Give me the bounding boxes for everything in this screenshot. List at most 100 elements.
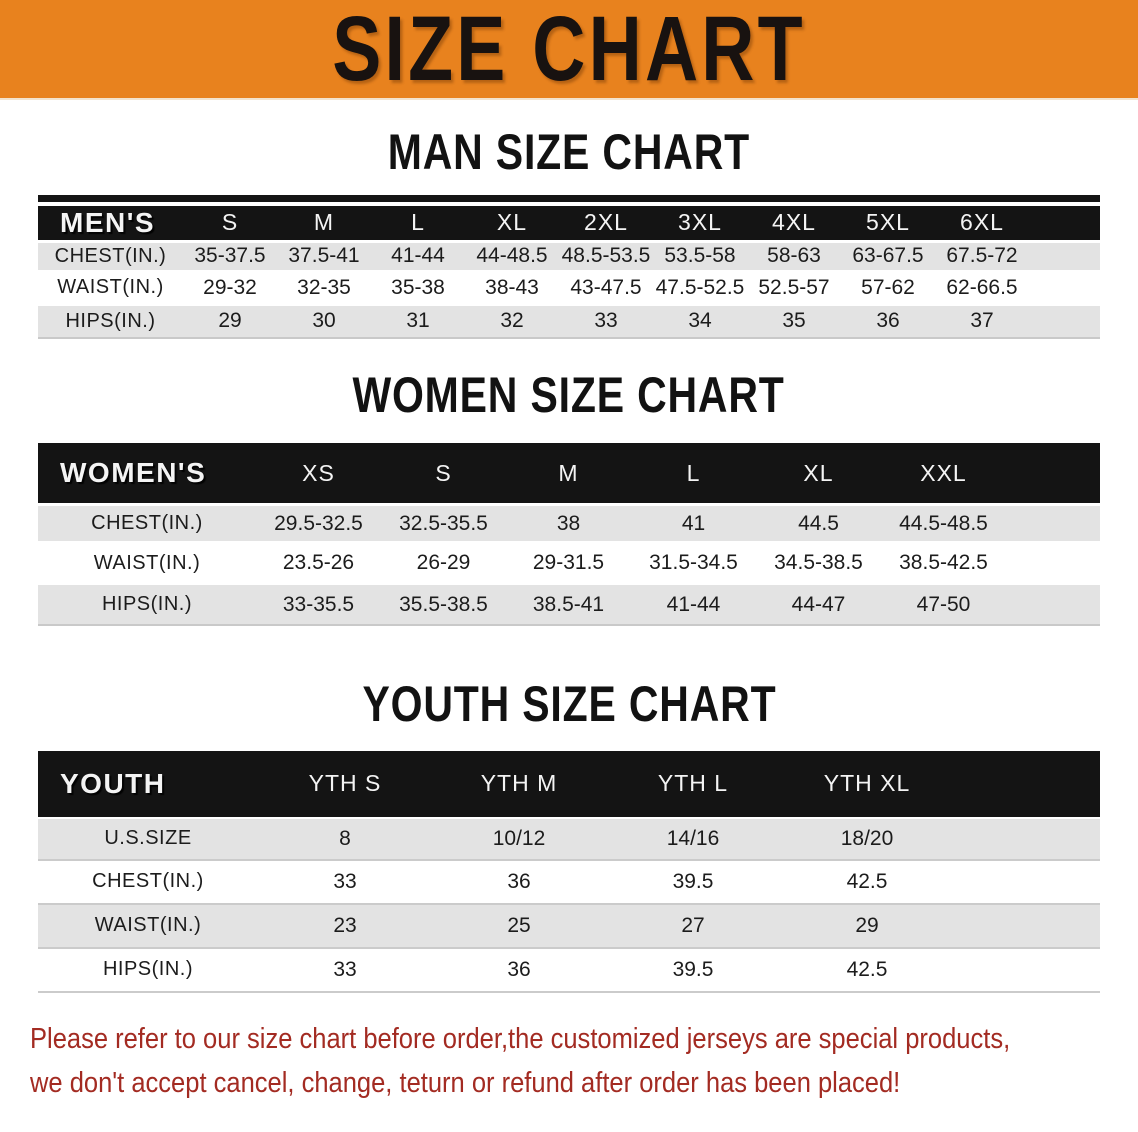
size-value: 18/20 <box>780 816 954 861</box>
size-column-header: XL <box>756 443 881 503</box>
size-value: 23.5-26 <box>256 544 381 585</box>
youth-size-table-wrap: YOUTH YTH S YTH M YTH L YTH XL U.S.SIZE 8 10/12… <box>38 750 1100 993</box>
size-value: 33 <box>258 860 432 905</box>
size-value: 35-38 <box>371 272 465 306</box>
size-value: 63-67.5 <box>841 239 935 273</box>
size-value: 44.5-48.5 <box>881 503 1006 544</box>
row-filler <box>954 816 1100 861</box>
row-filler <box>1029 272 1100 306</box>
size-column-header: 4XL <box>747 205 841 240</box>
women-size-chart-section: WOMEN SIZE CHART WOMEN'S XS S M L XL XXL CHEST(… <box>0 366 1138 626</box>
table-row: HIPS(IN.) 33 36 39.5 42.5 <box>38 948 1100 993</box>
size-column-header: S <box>183 205 277 240</box>
size-value: 67.5-72 <box>935 239 1029 273</box>
row-filler <box>1029 305 1100 339</box>
size-value: 29 <box>780 904 954 949</box>
men-size-chart-section: MAN SIZE CHART MEN'S S M L XL 2XL 3XL 4XL 5XL 6XL… <box>0 126 1138 339</box>
size-value: 31 <box>371 305 465 339</box>
size-value: 38-43 <box>465 272 559 306</box>
banner-title: SIZE CHART <box>332 0 806 100</box>
size-column-header: M <box>506 443 631 503</box>
row-filler <box>1006 503 1100 544</box>
row-filler <box>954 948 1100 993</box>
size-column-header: L <box>631 443 756 503</box>
size-value: 47.5-52.5 <box>653 272 747 306</box>
notice-line-2: we don't accept cancel, change, teturn o… <box>30 1066 901 1099</box>
row-label: WAIST(IN.) <box>38 272 183 306</box>
table-row: HIPS(IN.) 29 30 31 32 33 34 35 36 37 <box>38 305 1100 339</box>
size-value: 34.5-38.5 <box>756 544 881 585</box>
size-value: 42.5 <box>780 948 954 993</box>
size-value: 35.5-38.5 <box>381 585 506 626</box>
size-value: 52.5-57 <box>747 272 841 306</box>
size-value: 32.5-35.5 <box>381 503 506 544</box>
size-value: 33 <box>559 305 653 339</box>
size-value: 41 <box>631 503 756 544</box>
size-value: 62-66.5 <box>935 272 1029 306</box>
youth-size-table: YOUTH YTH S YTH M YTH L YTH XL U.S.SIZE 8 10/12… <box>38 750 1100 993</box>
size-chart-banner: SIZE CHART <box>0 0 1138 100</box>
size-value: 29.5-32.5 <box>256 503 381 544</box>
size-value: 8 <box>258 816 432 861</box>
size-value: 29 <box>183 305 277 339</box>
size-value: 14/16 <box>606 816 780 861</box>
size-column-header: XXL <box>881 443 1006 503</box>
size-value: 23 <box>258 904 432 949</box>
row-label: HIPS(IN.) <box>38 305 183 339</box>
size-value: 36 <box>432 948 606 993</box>
size-column-header: YTH M <box>432 750 606 817</box>
row-label: CHEST(IN.) <box>38 503 256 544</box>
size-column-header: YTH S <box>258 750 432 817</box>
table-top-strip <box>38 194 1100 202</box>
size-value: 57-62 <box>841 272 935 306</box>
size-column-header: S <box>381 443 506 503</box>
row-filler <box>1006 585 1100 626</box>
youth-section-title: YOUTH SIZE CHART <box>361 676 777 732</box>
table-row: WAIST(IN.) 23.5-26 26-29 29-31.5 31.5-34.5 34… <box>38 544 1100 585</box>
row-label: WAIST(IN.) <box>38 544 256 585</box>
table-row: CHEST(IN.) 35-37.5 37.5-41 41-44 44-48.5 48.5… <box>38 239 1100 273</box>
table-row: HIPS(IN.) 33-35.5 35.5-38.5 38.5-41 41-44 44-… <box>38 585 1100 626</box>
size-value: 29-31.5 <box>506 544 631 585</box>
men-section-title: MAN SIZE CHART <box>387 124 751 180</box>
size-value: 43-47.5 <box>559 272 653 306</box>
size-column-header: L <box>371 205 465 240</box>
size-value: 48.5-53.5 <box>559 239 653 273</box>
women-size-table-wrap: WOMEN'S XS S M L XL XXL CHEST(IN.) 29.5-32.5 32.5… <box>38 443 1100 626</box>
table-row: WAIST(IN.) 29-32 32-35 35-38 38-43 43-47.5 47.… <box>38 272 1100 306</box>
size-column-header: YTH XL <box>780 750 954 817</box>
size-value: 31.5-34.5 <box>631 544 756 585</box>
size-column-header: XS <box>256 443 381 503</box>
row-label: CHEST(IN.) <box>38 239 183 273</box>
size-value: 27 <box>606 904 780 949</box>
size-value: 53.5-58 <box>653 239 747 273</box>
size-value: 47-50 <box>881 585 1006 626</box>
table-group-label: MEN'S <box>38 205 183 240</box>
size-value: 39.5 <box>606 860 780 905</box>
size-value: 39.5 <box>606 948 780 993</box>
women-size-table: WOMEN'S XS S M L XL XXL CHEST(IN.) 29.5-32.5 32.5… <box>38 443 1100 626</box>
size-value: 44.5 <box>756 503 881 544</box>
row-label: CHEST(IN.) <box>38 860 258 905</box>
table-group-label: YOUTH <box>38 750 258 817</box>
size-value: 36 <box>841 305 935 339</box>
size-value: 38.5-42.5 <box>881 544 1006 585</box>
row-filler <box>1006 544 1100 585</box>
table-group-label: WOMEN'S <box>38 443 256 503</box>
size-column-header: 3XL <box>653 205 747 240</box>
women-section-title: WOMEN SIZE CHART <box>352 366 786 423</box>
size-value: 35 <box>747 305 841 339</box>
size-value: 33-35.5 <box>256 585 381 626</box>
youth-size-chart-section: YOUTH SIZE CHART YOUTH YTH S YTH M YTH L YTH… <box>0 678 1138 993</box>
size-value: 29-32 <box>183 272 277 306</box>
table-row: CHEST(IN.) 29.5-32.5 32.5-35.5 38 41 44.5 44.5… <box>38 503 1100 544</box>
row-filler <box>954 860 1100 905</box>
size-value: 32 <box>465 305 559 339</box>
size-value: 38 <box>506 503 631 544</box>
size-value: 10/12 <box>432 816 606 861</box>
row-filler <box>954 904 1100 949</box>
row-label: HIPS(IN.) <box>38 585 256 626</box>
size-value: 42.5 <box>780 860 954 905</box>
table-row: WAIST(IN.) 23 25 27 29 <box>38 904 1100 949</box>
